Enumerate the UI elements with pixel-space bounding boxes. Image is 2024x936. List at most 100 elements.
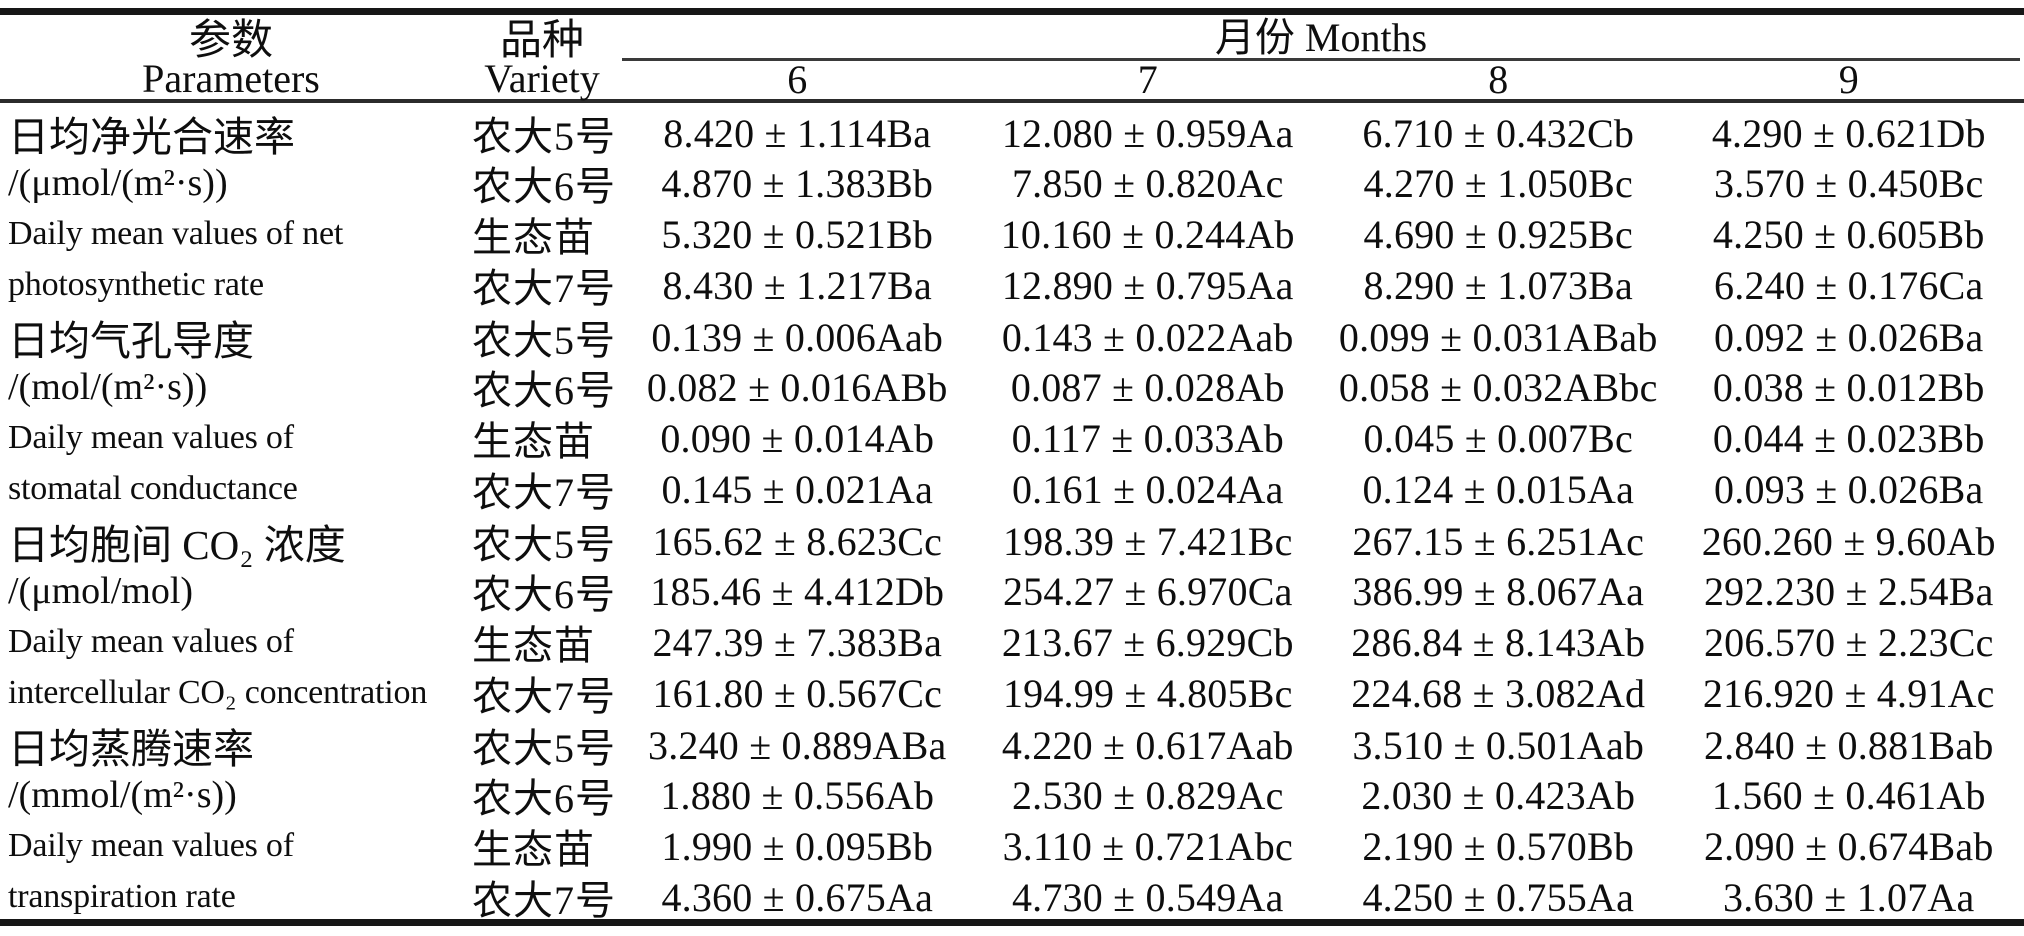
value-cell: 8.420 ± 1.114Ba bbox=[622, 110, 973, 157]
value-cell: 0.093 ± 0.026Ba bbox=[1674, 466, 2024, 513]
variety-header-en: Variety bbox=[484, 61, 600, 99]
parameter-cell: 日均蒸腾速率 bbox=[0, 715, 462, 775]
value-cell: 8.430 ± 1.217Ba bbox=[622, 262, 973, 309]
value-cell: 4.270 ± 1.050Bc bbox=[1323, 160, 1674, 207]
value-cell: 185.46 ± 4.412Db bbox=[622, 568, 973, 615]
value-cell: 3.570 ± 0.450Bc bbox=[1674, 160, 2024, 207]
table-row: transpiration rate 农大7号 4.360 ± 0.675Aa … bbox=[0, 868, 2024, 919]
parameter-cell: stomatal conductance bbox=[0, 470, 462, 508]
parameter-cell: transpiration rate bbox=[0, 878, 462, 916]
table-row: intercellular CO₂ concentration 农大7号 161… bbox=[0, 664, 2024, 715]
variety-cell: 农大6号 bbox=[462, 766, 622, 824]
value-cell: 2.190 ± 0.570Bb bbox=[1323, 823, 1674, 870]
parameter-cell: Daily mean values of bbox=[0, 623, 462, 661]
parameter-cell: /(μmol/(m²·s)) bbox=[0, 161, 462, 205]
variety-cell: 生态苗 bbox=[462, 205, 622, 263]
value-cell: 12.890 ± 0.795Aa bbox=[973, 262, 1324, 309]
parameter-cell: /(μmol/mol) bbox=[0, 569, 462, 613]
table-row: 日均净光合速率 农大5号 8.420 ± 1.114Ba 12.080 ± 0.… bbox=[0, 103, 2024, 154]
value-cell: 1.990 ± 0.095Bb bbox=[622, 823, 973, 870]
table-top-border bbox=[0, 8, 2024, 15]
value-cell: 0.082 ± 0.016ABb bbox=[622, 364, 973, 411]
month-column-header-8: 8 bbox=[1323, 61, 1674, 99]
value-cell: 224.68 ± 3.082Ad bbox=[1323, 670, 1674, 717]
value-cell: 198.39 ± 7.421Bc bbox=[973, 518, 1324, 565]
parameter-cell: 日均净光合速率 bbox=[0, 103, 462, 163]
variety-cell: 农大7号 bbox=[462, 256, 622, 314]
parameter-cell: /(mol/(m²·s)) bbox=[0, 365, 462, 409]
variety-cell: 农大7号 bbox=[462, 460, 622, 518]
value-cell: 6.240 ± 0.176Ca bbox=[1674, 262, 2024, 309]
variety-cell: 生态苗 bbox=[462, 817, 622, 875]
month-columns-row: 6 7 8 9 bbox=[622, 61, 2024, 99]
value-cell: 4.730 ± 0.549Aa bbox=[973, 874, 1324, 921]
parameter-cell: intercellular CO₂ concentration bbox=[0, 674, 462, 712]
month-column-header-9: 9 bbox=[1674, 61, 2024, 99]
value-cell: 4.250 ± 0.755Aa bbox=[1323, 874, 1674, 921]
months-header-label: 月份 Months bbox=[622, 15, 2020, 61]
value-cell: 2.030 ± 0.423Ab bbox=[1323, 772, 1674, 819]
value-cell: 10.160 ± 0.244Ab bbox=[973, 211, 1324, 258]
value-cell: 4.250 ± 0.605Bb bbox=[1674, 211, 2024, 258]
table-body: 日均净光合速率 农大5号 8.420 ± 1.114Ba 12.080 ± 0.… bbox=[0, 103, 2024, 919]
table-row: 日均胞间 CO₂ 浓度 农大5号 165.62 ± 8.623Cc 198.39… bbox=[0, 511, 2024, 562]
variety-cell: 生态苗 bbox=[462, 409, 622, 467]
value-cell: 0.092 ± 0.026Ba bbox=[1674, 314, 2024, 361]
variety-cell: 农大7号 bbox=[462, 868, 622, 926]
value-cell: 292.230 ± 2.54Ba bbox=[1674, 568, 2024, 615]
value-cell: 1.880 ± 0.556Ab bbox=[622, 772, 973, 819]
table-row: /(μmol/(m²·s)) 农大6号 4.870 ± 1.383Bb 7.85… bbox=[0, 154, 2024, 205]
value-cell: 254.27 ± 6.970Ca bbox=[973, 568, 1324, 615]
value-cell: 7.850 ± 0.820Ac bbox=[973, 160, 1324, 207]
value-cell: 206.570 ± 2.23Cc bbox=[1674, 619, 2024, 666]
value-cell: 2.090 ± 0.674Bab bbox=[1674, 823, 2024, 870]
value-cell: 0.087 ± 0.028Ab bbox=[973, 364, 1324, 411]
value-cell: 3.240 ± 0.889ABa bbox=[622, 722, 973, 769]
table-row: /(mmol/(m²·s)) 农大6号 1.880 ± 0.556Ab 2.53… bbox=[0, 766, 2024, 817]
value-cell: 0.038 ± 0.012Bb bbox=[1674, 364, 2024, 411]
table-row: /(mol/(m²·s)) 农大6号 0.082 ± 0.016ABb 0.08… bbox=[0, 358, 2024, 409]
value-cell: 8.290 ± 1.073Ba bbox=[1323, 262, 1674, 309]
variety-cell: 农大6号 bbox=[462, 154, 622, 212]
value-cell: 0.058 ± 0.032ABbc bbox=[1323, 364, 1674, 411]
value-cell: 0.099 ± 0.031ABab bbox=[1323, 314, 1674, 361]
parameter-cell: 日均气孔导度 bbox=[0, 307, 462, 367]
value-cell: 0.145 ± 0.021Aa bbox=[622, 466, 973, 513]
value-cell: 3.510 ± 0.501Aab bbox=[1323, 722, 1674, 769]
parameters-header-zh: 参数 bbox=[189, 15, 273, 61]
value-cell: 4.290 ± 0.621Db bbox=[1674, 110, 2024, 157]
parameters-column-header: 参数 Parameters bbox=[0, 15, 462, 99]
value-cell: 3.630 ± 1.07Aa bbox=[1674, 874, 2024, 921]
value-cell: 2.530 ± 0.829Ac bbox=[973, 772, 1324, 819]
month-column-header-7: 7 bbox=[973, 61, 1324, 99]
value-cell: 0.045 ± 0.007Bc bbox=[1323, 415, 1674, 462]
parameter-cell: Daily mean values of net bbox=[0, 215, 462, 253]
parameter-cell: Daily mean values of bbox=[0, 419, 462, 457]
value-cell: 267.15 ± 6.251Ac bbox=[1323, 518, 1674, 565]
value-cell: 216.920 ± 4.91Ac bbox=[1674, 670, 2024, 717]
value-cell: 2.840 ± 0.881Bab bbox=[1674, 722, 2024, 769]
value-cell: 260.260 ± 9.60Ab bbox=[1674, 518, 2024, 565]
variety-cell: 农大6号 bbox=[462, 358, 622, 416]
variety-cell: 农大6号 bbox=[462, 562, 622, 620]
value-cell: 4.360 ± 0.675Aa bbox=[622, 874, 973, 921]
variety-cell: 农大7号 bbox=[462, 664, 622, 722]
value-cell: 4.220 ± 0.617Aab bbox=[973, 722, 1324, 769]
value-cell: 12.080 ± 0.959Aa bbox=[973, 110, 1324, 157]
variety-column-header: 品种 Variety bbox=[462, 15, 622, 99]
value-cell: 4.870 ± 1.383Bb bbox=[622, 160, 973, 207]
value-cell: 386.99 ± 8.067Aa bbox=[1323, 568, 1674, 615]
table-row: stomatal conductance 农大7号 0.145 ± 0.021A… bbox=[0, 460, 2024, 511]
table-header: 参数 Parameters 品种 Variety 月份 Months 6 7 8… bbox=[0, 15, 2024, 99]
value-cell: 165.62 ± 8.623Cc bbox=[622, 518, 973, 565]
table-row: /(μmol/mol) 农大6号 185.46 ± 4.412Db 254.27… bbox=[0, 562, 2024, 613]
table-row: Daily mean values of net 生态苗 5.320 ± 0.5… bbox=[0, 205, 2024, 256]
parameter-cell: /(mmol/(m²·s)) bbox=[0, 773, 462, 817]
value-cell: 5.320 ± 0.521Bb bbox=[622, 211, 973, 258]
scientific-data-table: 参数 Parameters 品种 Variety 月份 Months 6 7 8… bbox=[0, 8, 2024, 926]
parameter-cell: 日均胞间 CO₂ 浓度 bbox=[0, 511, 462, 571]
value-cell: 194.99 ± 4.805Bc bbox=[973, 670, 1324, 717]
table-row: Daily mean values of 生态苗 247.39 ± 7.383B… bbox=[0, 613, 2024, 664]
value-cell: 6.710 ± 0.432Cb bbox=[1323, 110, 1674, 157]
value-cell: 0.090 ± 0.014Ab bbox=[622, 415, 973, 462]
